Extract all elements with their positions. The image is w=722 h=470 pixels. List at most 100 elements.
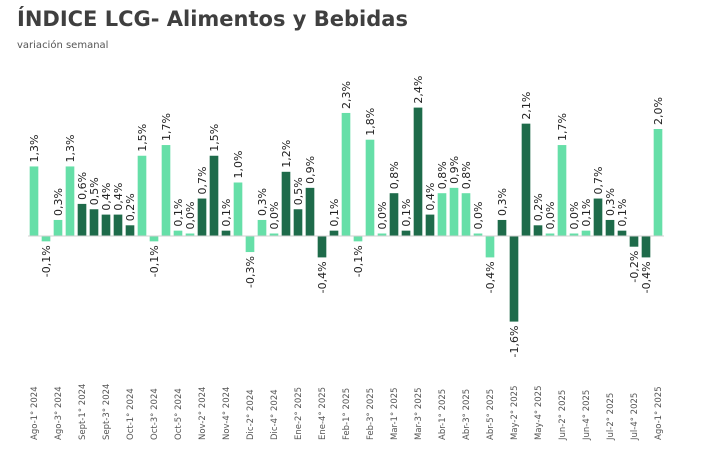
bar-value-label: 0,0% [376,202,389,230]
bar [413,107,423,236]
bar-value-label: 1,8% [364,108,377,136]
bar [545,233,555,236]
bar-value-label: -0,1% [40,245,53,277]
x-tick-label: Oct-3° 2024 [150,388,160,440]
bar-value-label: 0,4% [424,183,437,211]
bar-value-label: 0,1% [328,199,341,227]
bar [617,230,627,236]
bar [593,198,603,236]
bar-value-label: 1,2% [280,140,293,168]
bar [185,233,195,236]
x-tick-label: Ago-1° 2024 [30,386,40,440]
bar [137,155,147,236]
bar [197,198,207,236]
bar-value-label: 0,4% [112,183,125,211]
bar [125,225,135,236]
bar-value-label: 2,4% [412,76,425,104]
bar-value-label: 0,8% [436,161,449,189]
bar-value-label: -0,1% [148,245,161,277]
bar-value-label: 0,3% [604,188,617,216]
bar-value-label: 0,6% [76,172,89,200]
value-labels-layer: 1,3%-0,1%0,3%1,3%0,6% 0,5% 0,4% 0,4% 0,2%1,5… [28,76,665,358]
bar [365,139,375,236]
bar [281,171,291,236]
bar [641,236,651,258]
bar [77,203,87,236]
x-tick-label: Feb-3° 2025 [366,388,376,440]
bar [485,236,495,258]
bar [497,219,507,236]
x-tick-label: Dic-4° 2024 [270,389,280,440]
x-tick-label: May-2° 2025 [510,386,520,440]
bar [557,145,567,236]
bar [401,230,411,236]
x-tick-label: Abr-1° 2025 [438,389,448,440]
chart-title: ÍNDICE LCG- Alimentos y Bebidas [17,7,408,31]
bar-value-label: 0,2% [124,193,137,221]
bar [437,193,447,236]
x-tick-label: Feb-1° 2025 [342,388,352,440]
bar-value-label: 0,1% [400,199,413,227]
bar-value-label: -0,4% [640,261,653,293]
x-tick-label: Abr-5° 2025 [486,389,496,440]
bar-value-label: 1,5% [136,124,149,152]
x-tick-label: Oct-5° 2024 [174,388,184,440]
bar-value-label: 2,0% [652,97,665,125]
bar [389,193,399,236]
x-tick-label: Nov-2° 2024 [198,387,208,440]
bar-value-label: 0,1% [616,199,629,227]
bar [257,219,267,236]
bar-value-label: -0,4% [484,261,497,293]
bar-value-label: 0,5% [292,177,305,205]
x-tick-label: Ene-4° 2025 [318,387,328,440]
bar [353,236,363,242]
bar-value-label: 1,7% [160,113,173,141]
x-tick-label: Ago-3° 2024 [54,386,64,440]
x-tick-label: Mar-1° 2025 [390,387,400,440]
bars-layer [29,107,663,322]
bar [521,123,531,236]
bar-value-label: 0,0% [184,202,197,230]
bar-value-label: -0,3% [244,256,257,288]
bar [245,236,255,253]
bar-value-label: -0,1% [352,245,365,277]
x-tick-label: Ene-2° 2025 [294,387,304,440]
bar-value-label: 0,8% [388,161,401,189]
bar-value-label: 0,0% [268,202,281,230]
chart-subtitle: variación semanal [17,40,109,51]
x-tick-label: Sept-3° 2024 [102,384,112,440]
x-tick-label: May-4° 2025 [534,386,544,440]
bar-value-label: 1,7% [556,113,569,141]
bar-value-label: 0,3% [52,188,65,216]
bar [53,219,63,236]
x-tick-label: Oct-1° 2024 [126,388,136,440]
bar [233,182,243,236]
bar-value-label: 0,0% [568,202,581,230]
x-axis-ticks: Ago-1° 2024 Ago-3° 2024 Sept-1° 2024 Sept-3… [30,384,664,441]
bar-value-label: 0,8% [460,161,473,189]
bar-value-label: 0,1% [172,199,185,227]
bar-value-label: 1,0% [232,151,245,179]
bar [293,209,303,236]
bar [221,230,231,236]
bar [569,233,579,236]
bar-value-label: 0,9% [448,156,461,184]
bar [317,236,327,258]
bar [269,233,279,236]
x-tick-label: Dic-2° 2024 [246,389,256,440]
bar [605,219,615,236]
x-tick-label: Jul-2° 2025 [606,393,616,441]
bar-value-label: 0,7% [592,167,605,195]
bar-value-label: 0,5% [88,177,101,205]
bar [41,236,51,242]
bar-value-label: 0,0% [544,202,557,230]
x-tick-label: Jun-4° 2025 [582,390,592,441]
bar [65,166,75,236]
bar-value-label: 0,2% [532,193,545,221]
x-tick-label: Abr-3° 2025 [462,389,472,440]
bar [341,112,351,236]
bar [473,233,483,236]
bar [161,145,171,236]
bar-value-label: -0,2% [628,251,641,283]
x-tick-label: Sept-1° 2024 [78,384,88,440]
